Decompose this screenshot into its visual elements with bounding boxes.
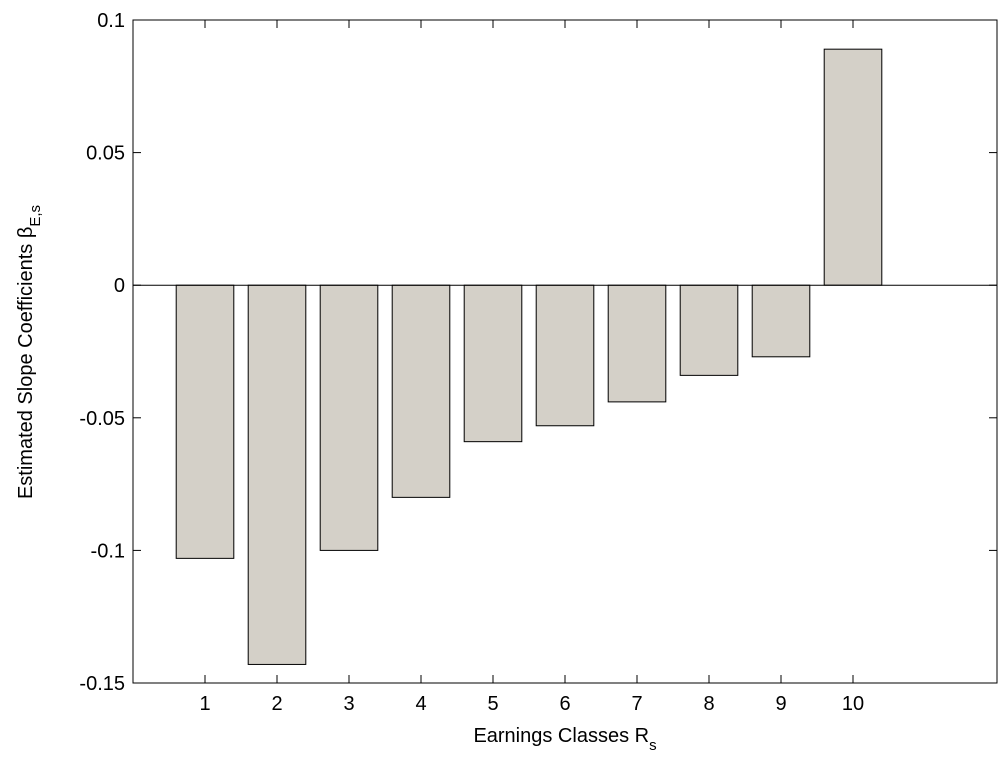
y-axis-label-subscript: E,s [27, 205, 44, 227]
y-axis-label: Estimated Slope Coefficients βE,s [15, 205, 44, 499]
x-axis-label: Earnings Classes Rs [473, 725, 656, 754]
bar [391, 284, 451, 498]
bar [463, 284, 523, 443]
x-axis-label-main: Earnings Classes R [473, 725, 649, 747]
x-tick-label: 3 [343, 693, 354, 715]
y-tick-label: 0.05 [86, 143, 125, 165]
y-tick-label: 0.1 [97, 10, 125, 32]
x-tick-label: 9 [775, 693, 786, 715]
bar [679, 284, 739, 376]
y-tick-label: 0 [114, 275, 125, 297]
x-axis-label-subscript: s [649, 737, 657, 754]
bar [607, 284, 667, 403]
bar [175, 284, 235, 559]
x-tick-label: 2 [271, 693, 282, 715]
x-tick-label: 1 [199, 693, 210, 715]
x-tick-label: 10 [842, 693, 864, 715]
bar [247, 284, 307, 665]
axes-box [132, 19, 998, 684]
x-tick-label: 5 [487, 693, 498, 715]
x-tick-label: 6 [559, 693, 570, 715]
bar [751, 284, 811, 358]
y-tick-label: -0.05 [79, 408, 125, 430]
bar [823, 48, 883, 286]
bar [319, 284, 379, 551]
y-axis-label-main: Estimated Slope Coefficients β [15, 227, 37, 499]
x-tick-label: 7 [631, 693, 642, 715]
bar [535, 284, 595, 427]
y-tick-label: -0.1 [91, 540, 125, 562]
x-tick-label: 8 [703, 693, 714, 715]
x-tick-label: 4 [415, 693, 426, 715]
y-tick-label: -0.15 [79, 673, 125, 695]
